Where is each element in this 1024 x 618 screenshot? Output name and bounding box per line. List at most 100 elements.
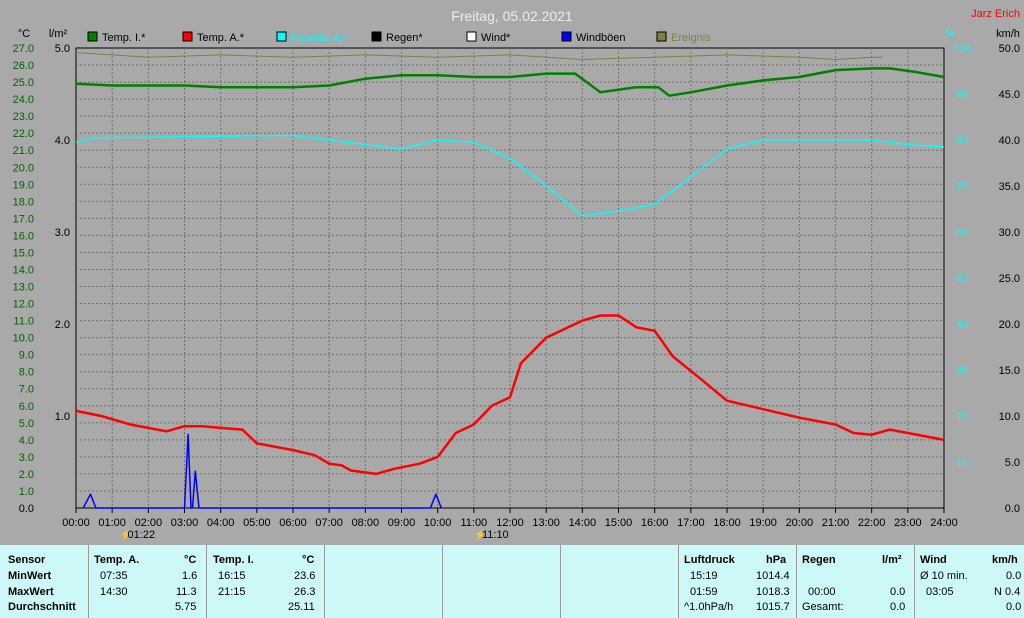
temp-a-max-value: 11.3 bbox=[176, 586, 197, 598]
regen-time: 00:00 bbox=[808, 586, 836, 598]
x-tick-label: 24:00 bbox=[930, 517, 958, 529]
series-line bbox=[82, 433, 442, 509]
table-divider bbox=[560, 545, 561, 618]
temp-tick-label: 17.0 bbox=[13, 213, 34, 225]
temp-tick-label: 0.0 bbox=[19, 503, 34, 515]
sensor-row-avg: Durchschnitt bbox=[8, 601, 76, 613]
legend: Temp. I.* Temp. A.* Feuchte A.* Regen* Wind*… bbox=[87, 31, 711, 44]
temp-tick-label: 20.0 bbox=[13, 162, 34, 174]
wind-tick-label: 40.0 bbox=[999, 135, 1020, 147]
x-tick-label: 17:00 bbox=[677, 517, 705, 529]
x-tick-label: 11:00 bbox=[460, 517, 487, 529]
humidity-tick-label: 70 bbox=[956, 181, 968, 193]
wind-header: Wind bbox=[920, 554, 947, 566]
gridlines bbox=[75, 48, 945, 513]
humidity-tick-label: 40 bbox=[956, 319, 968, 331]
wind-tick-label: 15.0 bbox=[999, 365, 1020, 377]
series-line bbox=[75, 134, 945, 217]
temp-tick-label: 27.0 bbox=[13, 43, 34, 55]
event-time-label: 01:22 bbox=[128, 529, 156, 541]
temp-a-max-time: 14:30 bbox=[100, 586, 128, 598]
temp-tick-label: 2.0 bbox=[19, 469, 34, 481]
unit-left-temp: °C bbox=[18, 28, 30, 40]
legend-swatch bbox=[561, 31, 572, 42]
temp-tick-label: 21.0 bbox=[13, 145, 34, 157]
wind-max-value: N 0.4 bbox=[994, 586, 1021, 598]
temp-tick-label: 19.0 bbox=[13, 179, 34, 191]
x-tick-label: 03:00 bbox=[171, 517, 199, 529]
x-tick-label: 23:00 bbox=[894, 517, 922, 529]
temp-i-max-value: 26.3 bbox=[294, 586, 316, 598]
temp-a-min-time: 07:35 bbox=[100, 570, 128, 582]
legend-swatch bbox=[87, 31, 98, 42]
x-tick-label: 15:00 bbox=[605, 517, 633, 529]
x-tick-label: 18:00 bbox=[713, 517, 741, 529]
weather-chart: Freitag, 05.02.2021 Jarz Erich °C l/m² %… bbox=[13, 8, 1020, 541]
wind-extra-value: 0.0 bbox=[1006, 601, 1022, 613]
x-tick-label: 13:00 bbox=[532, 517, 560, 529]
temp-a-unit: °C bbox=[184, 554, 197, 566]
temp-tick-label: 24.0 bbox=[13, 94, 34, 106]
luftdruck-unit: hPa bbox=[766, 554, 787, 566]
luftdruck-trend: ^1.0hPa/h bbox=[684, 601, 734, 613]
legend-swatch bbox=[656, 31, 667, 42]
temp-tick-label: 6.0 bbox=[19, 401, 34, 413]
table-divider bbox=[678, 545, 679, 618]
temp-tick-label: 3.0 bbox=[19, 452, 34, 464]
temp-i-header: Temp. I. bbox=[213, 554, 254, 566]
legend-label: Windböen bbox=[576, 32, 626, 44]
luftdruck-min-time: 15:19 bbox=[690, 570, 718, 582]
legend-label: Feuchte A.* bbox=[291, 32, 349, 44]
temp-tick-label: 7.0 bbox=[19, 384, 34, 396]
axis-labels: 00:00 01:00 02:00 03:00 04:00 05:00 06:00 07:00… bbox=[13, 43, 1020, 529]
annotations: ⚡01:22 ⚡11:10 bbox=[120, 528, 509, 541]
wind-max-time: 03:05 bbox=[926, 586, 954, 598]
rain-tick-label: 4.0 bbox=[55, 135, 70, 147]
regen-total-value: 0.0 bbox=[890, 601, 906, 613]
regen-header: Regen bbox=[802, 554, 836, 566]
rain-tick-label: 1.0 bbox=[55, 411, 70, 423]
unit-left-rain: l/m² bbox=[49, 28, 68, 40]
rain-tick-label: 5.0 bbox=[55, 43, 70, 55]
wind-tick-label: 25.0 bbox=[999, 273, 1020, 285]
temp-tick-label: 15.0 bbox=[13, 247, 34, 259]
x-tick-label: 21:00 bbox=[822, 517, 850, 529]
humidity-tick-label: 10 bbox=[956, 457, 968, 469]
luftdruck-avg-value: 1015.7 bbox=[756, 601, 790, 613]
legend-label: Regen* bbox=[386, 32, 423, 44]
temp-tick-label: 8.0 bbox=[19, 367, 34, 379]
legend-label: Temp. A.* bbox=[197, 32, 245, 44]
table-divider bbox=[442, 545, 443, 618]
regen-value: 0.0 bbox=[890, 586, 906, 598]
temp-a-header: Temp. A. bbox=[94, 554, 140, 566]
sensor-header: Sensor bbox=[8, 554, 46, 566]
author-label: Jarz Erich bbox=[971, 8, 1020, 20]
temp-tick-label: 22.0 bbox=[13, 128, 34, 140]
unit-right-wind: km/h bbox=[996, 28, 1020, 40]
rain-tick-label: 3.0 bbox=[55, 227, 70, 239]
chart-title: Freitag, 05.02.2021 bbox=[451, 8, 573, 24]
series-line bbox=[75, 52, 883, 60]
luftdruck-header: Luftdruck bbox=[684, 554, 735, 566]
temp-tick-label: 4.0 bbox=[19, 435, 34, 447]
x-tick-label: 12:00 bbox=[496, 517, 524, 529]
luftdruck-max-time: 01:59 bbox=[690, 586, 718, 598]
x-tick-label: 09:00 bbox=[388, 517, 416, 529]
sensor-row-max: MaxWert bbox=[8, 586, 54, 598]
wind-tick-label: 30.0 bbox=[999, 227, 1020, 239]
humidity-tick-label: 60 bbox=[956, 227, 968, 239]
temp-tick-label: 13.0 bbox=[13, 282, 34, 294]
wind-tick-label: 0.0 bbox=[1005, 503, 1020, 515]
temp-tick-label: 9.0 bbox=[19, 350, 34, 362]
x-tick-label: 06:00 bbox=[279, 517, 307, 529]
x-tick-label: 05:00 bbox=[243, 517, 271, 529]
wind-unit: km/h bbox=[992, 554, 1018, 566]
humidity-tick-label: 80 bbox=[956, 135, 968, 147]
wind-tick-label: 20.0 bbox=[999, 319, 1020, 331]
humidity-tick-label: 30 bbox=[956, 365, 968, 377]
x-tick-label: 02:00 bbox=[135, 517, 163, 529]
regen-total-label: Gesamt: bbox=[802, 601, 844, 613]
temp-tick-label: 5.0 bbox=[19, 418, 34, 430]
x-tick-label: 14:00 bbox=[569, 517, 597, 529]
wind-tick-label: 45.0 bbox=[999, 89, 1020, 101]
